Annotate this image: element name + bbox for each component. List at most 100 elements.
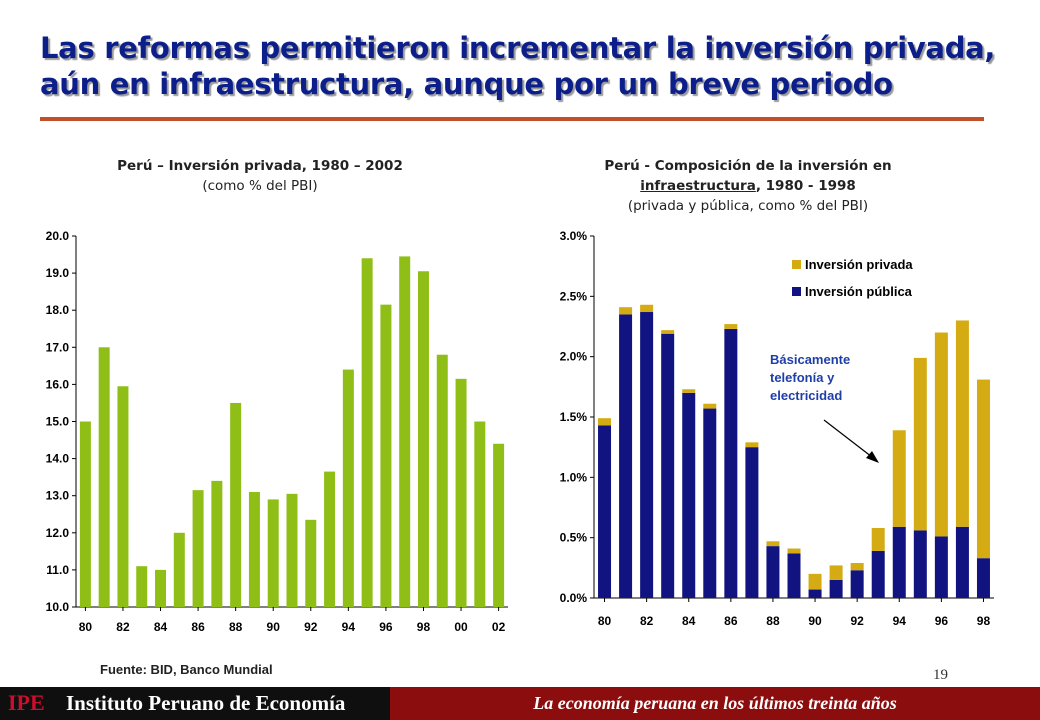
annotation-line: telefonía y <box>770 370 835 385</box>
right-bar-private-1992 <box>850 563 864 571</box>
right-bar-private-1986 <box>724 324 738 329</box>
right-bar-public-1997 <box>955 526 969 598</box>
right-x-tick-label: 82 <box>640 614 654 628</box>
left-bar-2002 <box>493 443 505 607</box>
left-y-tick-label: 13.0 <box>46 489 70 503</box>
legend-swatch-public <box>792 287 801 296</box>
left-x-tick-label: 84 <box>154 620 168 634</box>
left-bar-2001 <box>474 421 486 607</box>
right-chart-heading: Perú - Composición de la inversión en in… <box>548 156 948 216</box>
legend-swatch-private <box>792 260 801 269</box>
right-y-tick-label: 3.0% <box>560 229 588 243</box>
left-bar-1986 <box>192 490 204 607</box>
left-bar-1993 <box>324 471 336 607</box>
right-y-tick-label: 0.0% <box>560 591 588 605</box>
title-line-2: aún en infraestructura, aunque por un br… <box>40 67 893 101</box>
right-chart-title: Perú - Composición de la inversión en <box>604 158 892 174</box>
left-x-tick-label: 86 <box>191 620 205 634</box>
right-bar-private-1991 <box>829 565 843 580</box>
footer-brand: IPE Instituto Peruano de Economía <box>0 687 390 720</box>
left-x-tick-label: 96 <box>379 620 393 634</box>
right-bar-public-1991 <box>829 579 843 598</box>
right-y-tick-label: 2.5% <box>560 289 588 303</box>
right-bar-private-1987 <box>745 442 759 448</box>
right-bar-public-1992 <box>850 570 864 598</box>
left-bar-1992 <box>305 519 317 607</box>
right-x-tick-label: 86 <box>724 614 738 628</box>
annotation-line: electricidad <box>770 388 842 403</box>
annotation-arrow-line <box>823 419 873 458</box>
left-x-tick-label: 90 <box>267 620 281 634</box>
right-bar-public-1985 <box>703 408 717 598</box>
left-bar-1989 <box>248 491 260 607</box>
footer-bar: IPE Instituto Peruano de Economía La eco… <box>0 687 1040 720</box>
left-bar-2000 <box>455 378 467 607</box>
right-chart-subtitle: (privada y pública, como % del PBI) <box>627 198 869 214</box>
title-underline-rule <box>40 117 984 121</box>
right-bar-private-1995 <box>913 357 927 531</box>
right-bar-private-1998 <box>976 379 990 559</box>
left-x-tick-label: 92 <box>304 620 318 634</box>
right-bar-private-1988 <box>766 541 780 547</box>
right-bar-public-1993 <box>871 550 885 598</box>
right-x-tick-label: 80 <box>598 614 612 628</box>
source-note: Fuente: BID, Banco Mundial <box>100 662 273 677</box>
right-bar-public-1983 <box>661 333 675 598</box>
right-bar-public-1996 <box>934 536 948 598</box>
left-bar-1982 <box>117 386 129 607</box>
right-bar-public-1981 <box>619 314 633 598</box>
title-line-1: Las reformas permitieron incrementar la … <box>40 31 996 65</box>
left-bar-1997 <box>399 256 411 607</box>
footer-tagline: La economía peruana en los últimos trein… <box>533 693 897 713</box>
right-chart-title-years: , 1980 - 1998 <box>755 178 856 194</box>
left-bar-1985 <box>173 532 185 607</box>
left-x-tick-label: 94 <box>342 620 356 634</box>
left-chart-subtitle: (como % del PBI) <box>202 178 318 194</box>
right-bar-private-1984 <box>682 389 696 393</box>
right-x-tick-label: 90 <box>808 614 822 628</box>
brand-name: Instituto Peruano de Economía <box>66 691 346 715</box>
right-bar-private-1989 <box>787 548 801 554</box>
right-bar-public-1990 <box>808 589 822 598</box>
right-bar-private-1997 <box>955 320 969 527</box>
right-bar-public-1989 <box>787 553 801 598</box>
left-bar-1983 <box>136 566 148 607</box>
left-bar-1981 <box>98 347 110 607</box>
right-y-tick-label: 0.5% <box>560 531 588 545</box>
left-y-tick-label: 14.0 <box>46 452 70 466</box>
left-bar-1995 <box>361 258 373 607</box>
left-y-tick-label: 11.0 <box>46 563 69 577</box>
right-bar-private-1985 <box>703 403 717 409</box>
left-bar-1998 <box>417 271 429 607</box>
left-y-tick-label: 20.0 <box>46 229 70 243</box>
brand-logo-abbr: IPE <box>8 690 45 715</box>
left-y-tick-label: 16.0 <box>46 377 70 391</box>
right-bar-public-1980 <box>598 425 612 598</box>
left-bar-1994 <box>342 369 354 607</box>
legend-label-private: Inversión privada <box>805 257 913 272</box>
right-bar-public-1998 <box>976 558 990 598</box>
left-x-tick-label: 02 <box>492 620 506 634</box>
left-bar-1991 <box>286 493 298 607</box>
left-bar-1988 <box>230 402 242 607</box>
left-x-tick-label: 98 <box>417 620 431 634</box>
right-bar-private-1993 <box>871 528 885 551</box>
left-y-tick-label: 18.0 <box>46 303 70 317</box>
right-x-tick-label: 88 <box>766 614 780 628</box>
left-y-tick-label: 19.0 <box>46 266 70 280</box>
left-chart-title: Perú – Inversión privada, 1980 – 2002 <box>117 158 403 174</box>
left-x-tick-label: 82 <box>116 620 130 634</box>
right-x-tick-label: 84 <box>682 614 696 628</box>
left-bar-1999 <box>436 354 448 607</box>
right-bar-private-1983 <box>661 330 675 334</box>
right-y-tick-label: 1.0% <box>560 470 588 484</box>
right-bar-private-1982 <box>640 304 654 313</box>
right-bar-public-1984 <box>682 392 696 598</box>
left-y-tick-label: 17.0 <box>46 340 70 354</box>
left-x-tick-label: 80 <box>79 620 93 634</box>
left-x-tick-label: 00 <box>454 620 468 634</box>
right-bar-private-1980 <box>598 418 612 426</box>
annotation-line: Básicamente <box>770 352 850 367</box>
left-y-tick-label: 10.0 <box>46 600 70 614</box>
